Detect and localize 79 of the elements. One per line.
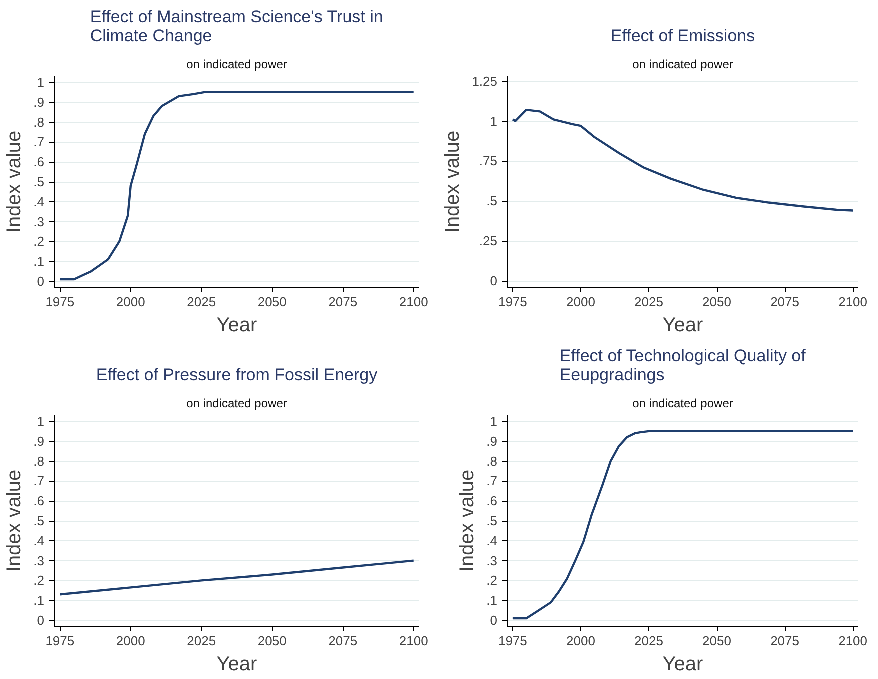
y-tick-label: 0 (490, 613, 498, 628)
x-tick-label: 2050 (702, 634, 732, 648)
y-tick-label: .7 (34, 474, 44, 489)
x-tick-label: 2025 (634, 634, 664, 648)
x-axis-title: Year (662, 314, 704, 336)
x-tick-label: 2100 (838, 634, 868, 648)
y-tick-label: .4 (34, 533, 44, 548)
y-tick-label: 1 (490, 414, 498, 429)
y-tick-label: .1 (34, 254, 44, 270)
x-tick-label: 1975 (498, 294, 528, 310)
y-tick-label: .2 (486, 573, 498, 588)
y-tick-label: .8 (34, 454, 44, 469)
y-tick-label: .7 (34, 134, 44, 150)
y-tick-label: .8 (486, 454, 498, 469)
y-tick-label: .9 (486, 434, 498, 449)
y-axis-title: Index value (4, 130, 26, 234)
x-tick-label: 1975 (498, 634, 528, 648)
y-tick-label: .5 (486, 194, 498, 209)
x-axis-title: Year (216, 654, 258, 676)
y-tick-label: .9 (34, 434, 44, 449)
y-tick-label: .3 (34, 214, 44, 230)
x-tick-label: 2075 (328, 634, 358, 648)
chart-title: Effect of Mainstream Science's Trust in Climate Change (90, 8, 384, 46)
y-tick-label: 1 (37, 414, 45, 429)
x-tick-label: 2050 (258, 634, 287, 648)
y-tick-label: 1.25 (472, 74, 498, 89)
y-axis-title: Index value (456, 470, 479, 572)
x-tick-label: 2000 (116, 294, 146, 310)
x-tick-label: 2100 (399, 294, 428, 310)
y-tick-label: .1 (486, 593, 498, 608)
y-tick-label: .5 (486, 514, 498, 528)
x-tick-label: 1975 (46, 294, 75, 310)
x-tick-label: 2025 (187, 294, 216, 310)
chart-subtitle: on indicated power (632, 58, 734, 72)
y-tick-label: .3 (34, 553, 44, 568)
x-tick-label: 1975 (46, 634, 75, 648)
x-tick-label: 2100 (399, 634, 428, 648)
chart-title: Effect of Technological Quality of Eeupgradings (560, 346, 806, 384)
y-axis-title: Index value (4, 470, 26, 572)
y-tick-label: 1 (37, 74, 45, 90)
x-tick-label: 2025 (187, 634, 216, 648)
x-tick-label: 2050 (258, 294, 287, 310)
chart-subtitle: on indicated power (186, 396, 288, 410)
chart-subtitle: on indicated power (632, 396, 734, 410)
x-tick-label: 2000 (566, 294, 596, 310)
y-tick-label: 0 (37, 274, 45, 290)
y-tick-label: .7 (486, 474, 498, 489)
y-tick-label: 1 (490, 114, 498, 129)
y-tick-label: .3 (486, 553, 498, 568)
y-tick-label: .5 (34, 514, 44, 528)
chart-title: Effect of Pressure from Fossil Energy (96, 366, 378, 384)
x-tick-label: 2000 (566, 634, 596, 648)
y-tick-label: .1 (34, 593, 44, 608)
chart-subtitle: on indicated power (186, 58, 288, 72)
x-tick-label: 2000 (116, 634, 146, 648)
y-tick-label: 0 (37, 613, 45, 628)
x-tick-label: 2100 (838, 294, 868, 310)
y-tick-label: .25 (479, 234, 498, 249)
y-tick-label: 0 (490, 274, 498, 289)
chart-title: Effect of Emissions (610, 26, 756, 46)
x-axis-title: Year (216, 314, 258, 336)
x-tick-label: 2050 (702, 294, 732, 310)
y-tick-label: .6 (486, 494, 498, 509)
y-tick-label: .4 (34, 194, 44, 210)
x-axis-title: Year (662, 654, 704, 676)
x-tick-label: 2075 (328, 294, 358, 310)
y-tick-label: .4 (486, 533, 498, 548)
y-tick-label: .2 (34, 573, 44, 588)
y-tick-label: .8 (34, 114, 44, 130)
y-tick-label: .75 (479, 154, 498, 169)
x-tick-label: 2075 (770, 634, 800, 648)
x-tick-label: 2075 (770, 294, 800, 310)
y-tick-label: .6 (34, 154, 44, 170)
y-tick-label: .5 (34, 174, 44, 190)
y-tick-label: .2 (34, 234, 44, 250)
y-axis-title: Index value (442, 130, 464, 234)
y-tick-label: .9 (34, 94, 44, 110)
x-tick-label: 2025 (634, 294, 664, 310)
y-tick-label: .6 (34, 494, 44, 509)
